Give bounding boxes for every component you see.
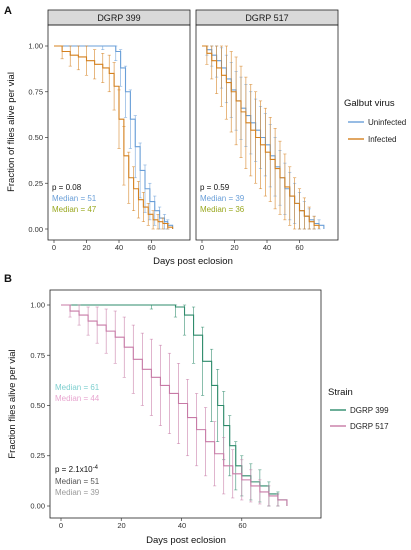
facet-2-x-tick-label: 40 (263, 243, 271, 252)
panel-b-x-axis: 0 20 40 60 (59, 521, 247, 530)
panel-b-dgrp-517-survival-line (61, 304, 288, 506)
facet-1-plot-area (45, 45, 174, 243)
legend-label-dgrp399: DGRP 399 (350, 406, 389, 415)
panel-b-x-axis-title: Days post eclosion (146, 535, 226, 546)
facet-1-x-axis: 0 20 40 60 (52, 243, 156, 252)
panel-b-x-tick-label: 40 (178, 521, 186, 530)
panel-b-p-value: p = 2.1x10-4 (55, 465, 99, 474)
facet-1-x-tick-label: 0 (52, 243, 56, 252)
panel-a-legend: Galbut virus Uninfected Infected (344, 98, 406, 144)
panel-b-legend-title: Strain (328, 387, 353, 398)
panel-a-y-tick-label: 0.75 (28, 87, 43, 96)
facet-2-x-tick-label: 60 (295, 243, 303, 252)
panel-b-median-dgrp399: Median = 51 (55, 477, 100, 486)
panel-a-x-axis-title: Days post eclosion (153, 256, 233, 267)
panel-b-median-overlay-1: Median = 61 (55, 383, 100, 392)
panel-b-y-tick-label: 1.00 (30, 301, 45, 310)
panel-a-y-axis-title: Fraction of flies alive per vial (6, 72, 17, 192)
panel-b-letter: B (4, 273, 12, 285)
panel-b-frame (49, 289, 322, 519)
facet-2-infected-survival-line (202, 45, 320, 229)
facet-2-x-tick-label: 20 (230, 243, 238, 252)
panel-a-letter: A (4, 5, 12, 17)
panel-b-y-tick-label: 0.50 (30, 401, 45, 410)
facet-1-x-tick-label: 40 (115, 243, 123, 252)
panel-a-legend-title: Galbut virus (344, 98, 395, 109)
panel-a-y-tick-label: 1.00 (28, 42, 43, 51)
facet-1-uninfected-survival-line (54, 45, 174, 229)
panel-b-dgrp-399-survival-line (61, 304, 288, 506)
facet-2-x-tick-label: 0 (200, 243, 204, 252)
panel-a: A DGRP 399 DGRP 517 1.00 0.75 0.50 0.25 … (4, 5, 406, 267)
legend-label-dgrp517: DGRP 517 (350, 422, 389, 431)
facet-2-p-value: p = 0.59 (200, 183, 230, 192)
facet-2-median-infected: Median = 36 (200, 205, 245, 214)
panel-b-legend: Strain DGRP 399 DGRP 517 (328, 387, 389, 431)
panel-b-median-dgrp517: Median = 39 (55, 488, 100, 497)
panel-a-y-axis: 1.00 0.75 0.50 0.25 0.00 (28, 42, 43, 234)
facet-1-x-tick-label: 60 (147, 243, 155, 252)
facet-1-x-tick-label: 20 (82, 243, 90, 252)
facet-2-median-uninfected: Median = 39 (200, 194, 245, 203)
panel-b-x-tick-label: 20 (117, 521, 125, 530)
facet-1-p-value: p = 0.08 (52, 183, 82, 192)
panel-a-y-tick-label: 0.00 (28, 225, 43, 234)
panel-b-y-tick-label: 0.75 (30, 351, 45, 360)
panel-a-y-tick-label: 0.25 (28, 179, 43, 188)
facet-2-x-axis: 0 20 40 60 (200, 243, 304, 252)
facet-2-title: DGRP 517 (245, 13, 288, 23)
facet-1-infected-survival-line (54, 45, 174, 229)
panel-b-x-tick-label: 60 (238, 521, 246, 530)
legend-label-infected: Infected (368, 135, 396, 144)
legend-label-uninfected: Uninfected (368, 118, 406, 127)
panel-b-x-tick-label: 0 (59, 521, 63, 530)
panel-b-y-tick-label: 0.25 (30, 451, 45, 460)
facet-1-median-uninfected: Median = 51 (52, 194, 97, 203)
panel-b-y-axis: 1.00 0.75 0.50 0.25 0.00 (30, 301, 45, 511)
facet-1-median-infected: Median = 47 (52, 205, 97, 214)
panel-b-median-overlay-2: Median = 44 (55, 394, 100, 403)
panel-a-y-tick-label: 0.50 (28, 133, 43, 142)
panel-b-plot-area (47, 304, 288, 521)
panel-b-y-axis-title: Fraction flies alive per vial (7, 349, 18, 458)
facet-2-plot-area (201, 45, 325, 243)
panel-b-y-tick-label: 0.00 (30, 501, 45, 510)
facet-1-title: DGRP 399 (97, 13, 140, 23)
panel-b: B 1.00 0.75 0.50 0.25 0.00 0 20 40 60 Da… (4, 273, 389, 546)
